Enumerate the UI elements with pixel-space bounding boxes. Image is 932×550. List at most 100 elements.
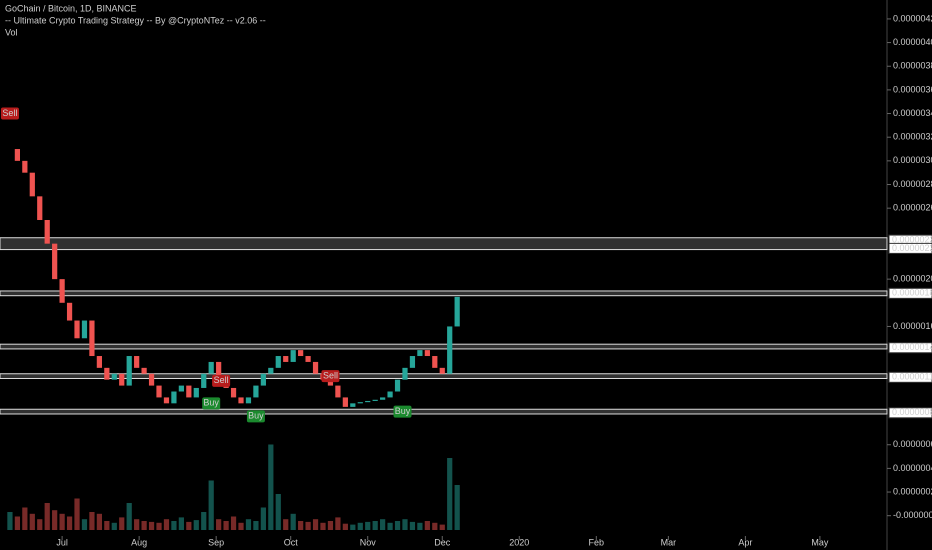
volume-bar (223, 521, 229, 530)
signal-label: Buy (203, 398, 219, 408)
chart-title: GoChain / Bitcoin, 1D, BINANCE (5, 3, 137, 13)
volume-bar (148, 521, 155, 530)
x-tick-label: Nov (360, 537, 377, 547)
x-tick-label: 2020 (509, 537, 529, 547)
candle-body (283, 356, 289, 362)
candle-body (148, 373, 155, 386)
volume-bar (432, 522, 438, 530)
signal-badge (246, 410, 265, 423)
volume-bar (424, 521, 430, 530)
volume-bar (178, 517, 184, 530)
candle-body (298, 350, 304, 357)
candle-body (74, 320, 80, 339)
candle-body (409, 356, 416, 368)
x-tick-label: Feb (589, 537, 605, 547)
candle-body (439, 367, 445, 374)
candle-body (22, 160, 28, 173)
candle-body (447, 326, 453, 374)
volume-bar (59, 513, 65, 530)
volume-bar (402, 519, 408, 530)
price-label-box (888, 371, 932, 383)
candle-body (290, 350, 296, 362)
candle-body (134, 356, 140, 368)
y-tick-label: 0.00000260 (893, 203, 932, 213)
volume-bar (104, 521, 110, 530)
candle-body (305, 356, 311, 362)
y-tick-label: 0.00000360 (893, 84, 932, 94)
volume-bar (37, 519, 43, 530)
y-tick-label: 0.00000160 (893, 321, 932, 331)
volume-bar (208, 480, 214, 530)
volume-bar (44, 503, 50, 530)
volume-bar (394, 521, 401, 530)
volume-bar (305, 521, 311, 530)
candle-body (238, 397, 244, 404)
candle-body (201, 373, 207, 388)
candle-body (230, 387, 237, 398)
y-tick-label: 0.00000280 (893, 179, 932, 189)
y-tick-label: 0.00000420 (893, 13, 932, 23)
volume-bar (387, 522, 393, 530)
volume-bar (126, 503, 132, 530)
zone (0, 290, 888, 297)
signal-label: Buy (248, 411, 264, 421)
x-tick-label: Mar (661, 537, 677, 547)
volume-bar (193, 520, 199, 530)
price-label: 0.00000188 (892, 288, 932, 298)
chart-subtitle: -- Ultimate Crypto Trading Strategy -- B… (5, 15, 266, 25)
x-tick-label: Apr (738, 537, 752, 547)
volume-bar (380, 519, 386, 530)
volume-bar (96, 513, 102, 530)
candle-body (394, 379, 401, 392)
y-tick-label: 0.00000320 (893, 132, 932, 142)
candle-body (387, 391, 393, 398)
volume-bar (89, 512, 95, 530)
zone (0, 373, 888, 379)
candle-body (260, 373, 266, 386)
candle-body (81, 320, 88, 339)
candle-body (208, 361, 214, 374)
volume-bar (119, 517, 125, 530)
price-label-box (888, 342, 932, 354)
signal-badge (202, 397, 221, 410)
x-tick-label: Oct (284, 537, 299, 547)
volume-bar (454, 485, 460, 530)
candle-body (171, 391, 177, 404)
candle-body (89, 320, 95, 357)
candle-body (126, 356, 132, 386)
x-tick-label: Dec (434, 537, 451, 547)
candle-body (66, 302, 73, 321)
y-tick-label: -0.00000000 (893, 510, 932, 520)
candle-body (454, 296, 460, 327)
signal-badge (393, 405, 412, 418)
candle-body (335, 385, 341, 398)
price-label-box (888, 242, 932, 254)
volume-bar (298, 521, 304, 530)
candle-body (357, 402, 363, 404)
candle-body (111, 373, 117, 380)
volume-bar (29, 513, 35, 530)
candle-body (342, 397, 348, 407)
candle-body (275, 356, 281, 368)
volume-bar (7, 512, 13, 530)
candle-body (312, 361, 319, 374)
price-label: 0.00000142 (892, 342, 932, 352)
volume-bar (409, 521, 416, 530)
volume-bar (230, 516, 237, 530)
volume-bar (14, 516, 21, 530)
candle-body (14, 149, 21, 161)
price-label: 0.00000226 (892, 243, 932, 253)
volume-bar (81, 519, 88, 530)
signal-badge (321, 370, 340, 383)
y-tick-label: 0.00000380 (893, 61, 932, 71)
volume-label: Vol (5, 27, 18, 37)
volume-bar (245, 519, 252, 530)
volume-bar (186, 521, 192, 530)
volume-bar (342, 523, 348, 530)
signal-label: Sell (323, 371, 338, 381)
x-tick-label: May (811, 537, 829, 547)
candle-body (141, 367, 147, 374)
volume-bar (171, 521, 177, 530)
